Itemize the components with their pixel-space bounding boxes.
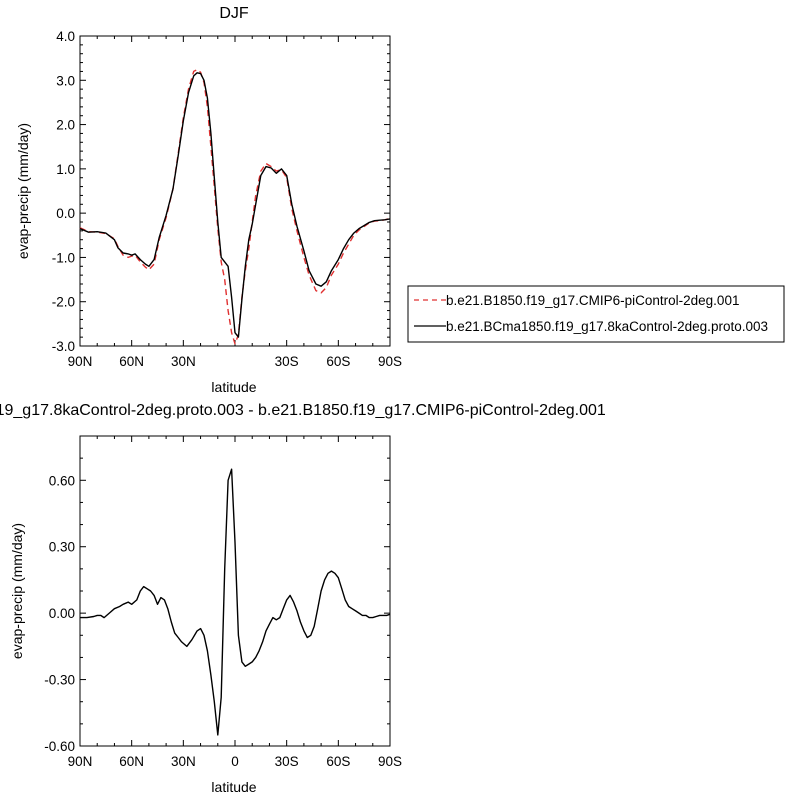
bottom-ytick-label: -0.60	[44, 739, 75, 754]
bottom-ytick-label: 0.60	[49, 473, 75, 488]
top-ytick-label: 0.0	[56, 206, 75, 221]
top-ytick-label: 4.0	[56, 29, 75, 44]
bottom-plot-frame	[79, 435, 391, 747]
top-ytick-label: -2.0	[52, 295, 75, 310]
bottom-panel: b.e21.BCma1850.f19_g17.8kaControl-2deg.p…	[0, 402, 606, 795]
legend-box	[407, 285, 785, 343]
top-series-line-1	[79, 72, 391, 338]
top-xtick-label: 60S	[326, 354, 350, 369]
bottom-series-line-0	[80, 468, 391, 736]
top-ytick-label: 3.0	[56, 73, 75, 88]
bottom-chart-title: b.e21.BCma1850.f19_g17.8kaControl-2deg.p…	[0, 402, 606, 419]
bottom-axis-ticks: 90N 60N 30N 0 30S 60S 90S -0.60 -0.30 0.00 0.30 0.6…	[44, 436, 402, 769]
bottom-xtick-label: 30N	[171, 754, 196, 769]
legend-label-piControl: b.e21.B1850.f19_g17.CMIP6-piControl-2deg…	[446, 293, 739, 308]
bottom-series-group	[80, 468, 391, 736]
top-xtick-label: 90S	[378, 354, 402, 369]
top-xtick-label: 30N	[171, 354, 196, 369]
top-ytick-label: -1.0	[52, 250, 75, 265]
bottom-xtick-label: 90S	[378, 754, 402, 769]
top-series-line-0	[79, 68, 391, 345]
bottom-xtick-label: 0	[231, 754, 239, 769]
top-yaxis-label: evap-precip (mm/day)	[15, 123, 31, 259]
legend: b.e21.B1850.f19_g17.CMIP6-piControl-2deg…	[407, 285, 785, 343]
top-panel: DJF 90N 60N 30N 30S 60S 90S -3.0 -2.0 -1.0 0.0 1.0…	[15, 5, 785, 395]
bottom-ytick-label: 0.00	[49, 606, 75, 621]
top-xaxis-label: latitude	[211, 379, 256, 395]
bottom-xtick-label: 90N	[68, 754, 93, 769]
bottom-xaxis-label: latitude	[211, 779, 256, 795]
top-plot-frame	[79, 35, 391, 347]
top-xtick-label: 30S	[275, 354, 299, 369]
bottom-ytick-label: -0.30	[44, 673, 75, 688]
bottom-yaxis-label: evap-precip (mm/day)	[9, 523, 25, 659]
top-xtick-label: 90N	[68, 354, 93, 369]
top-series-group	[79, 68, 391, 345]
legend-label-8kaControl: b.e21.BCma1850.f19_g17.8kaControl-2deg.p…	[446, 319, 768, 334]
bottom-xtick-label: 60N	[119, 754, 144, 769]
top-axis-ticks: 90N 60N 30N 30S 60S 90S -3.0 -2.0 -1.0 0.0 1.0 2.0 3…	[52, 29, 402, 369]
bottom-xtick-label: 60S	[326, 754, 350, 769]
top-chart-title: DJF	[219, 5, 249, 22]
bottom-ytick-label: 0.30	[49, 540, 75, 555]
top-ytick-label: -3.0	[52, 339, 75, 354]
bottom-xtick-label: 30S	[275, 754, 299, 769]
top-ytick-label: 2.0	[56, 118, 75, 133]
top-ytick-label: 1.0	[56, 162, 75, 177]
top-xtick-label: 60N	[119, 354, 144, 369]
